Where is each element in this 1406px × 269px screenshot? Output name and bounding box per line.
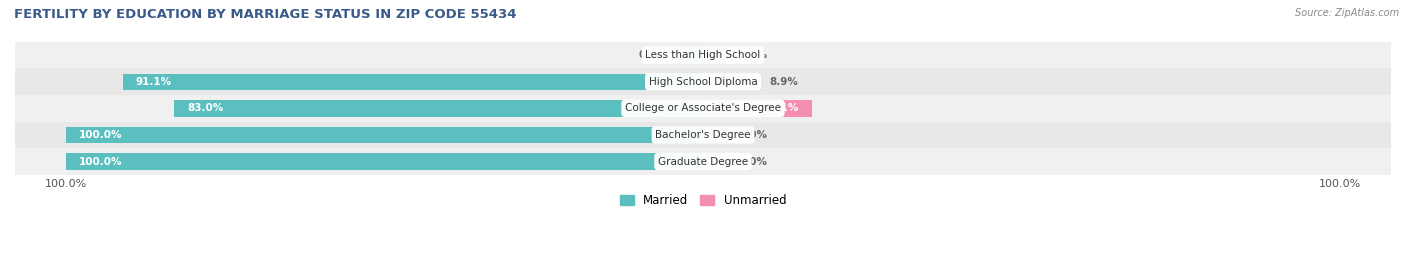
Text: 91.1%: 91.1% <box>135 77 172 87</box>
Text: 0.0%: 0.0% <box>738 50 768 60</box>
Bar <box>15 95 1391 122</box>
Bar <box>15 148 1391 175</box>
Text: 17.1%: 17.1% <box>763 103 799 113</box>
Bar <box>703 73 759 90</box>
Bar <box>122 73 703 90</box>
Bar <box>15 69 1391 95</box>
Text: Less than High School: Less than High School <box>645 50 761 60</box>
Text: College or Associate's Degree: College or Associate's Degree <box>626 103 780 113</box>
Bar <box>703 47 728 63</box>
Text: Graduate Degree: Graduate Degree <box>658 157 748 167</box>
Bar <box>15 42 1391 69</box>
Bar <box>15 122 1391 148</box>
Text: 83.0%: 83.0% <box>187 103 224 113</box>
Bar <box>174 100 703 116</box>
Legend: Married, Unmarried: Married, Unmarried <box>614 189 792 211</box>
Text: High School Diploma: High School Diploma <box>648 77 758 87</box>
Bar <box>678 47 703 63</box>
Text: Bachelor's Degree: Bachelor's Degree <box>655 130 751 140</box>
Text: 0.0%: 0.0% <box>638 50 668 60</box>
Bar <box>703 127 728 143</box>
Bar <box>703 100 811 116</box>
Bar <box>66 127 703 143</box>
Text: 100.0%: 100.0% <box>79 157 122 167</box>
Text: 0.0%: 0.0% <box>738 130 768 140</box>
Text: 8.9%: 8.9% <box>769 77 799 87</box>
Bar <box>703 153 728 170</box>
Text: FERTILITY BY EDUCATION BY MARRIAGE STATUS IN ZIP CODE 55434: FERTILITY BY EDUCATION BY MARRIAGE STATU… <box>14 8 516 21</box>
Bar <box>66 153 703 170</box>
Text: 100.0%: 100.0% <box>79 130 122 140</box>
Text: Source: ZipAtlas.com: Source: ZipAtlas.com <box>1295 8 1399 18</box>
Text: 0.0%: 0.0% <box>738 157 768 167</box>
